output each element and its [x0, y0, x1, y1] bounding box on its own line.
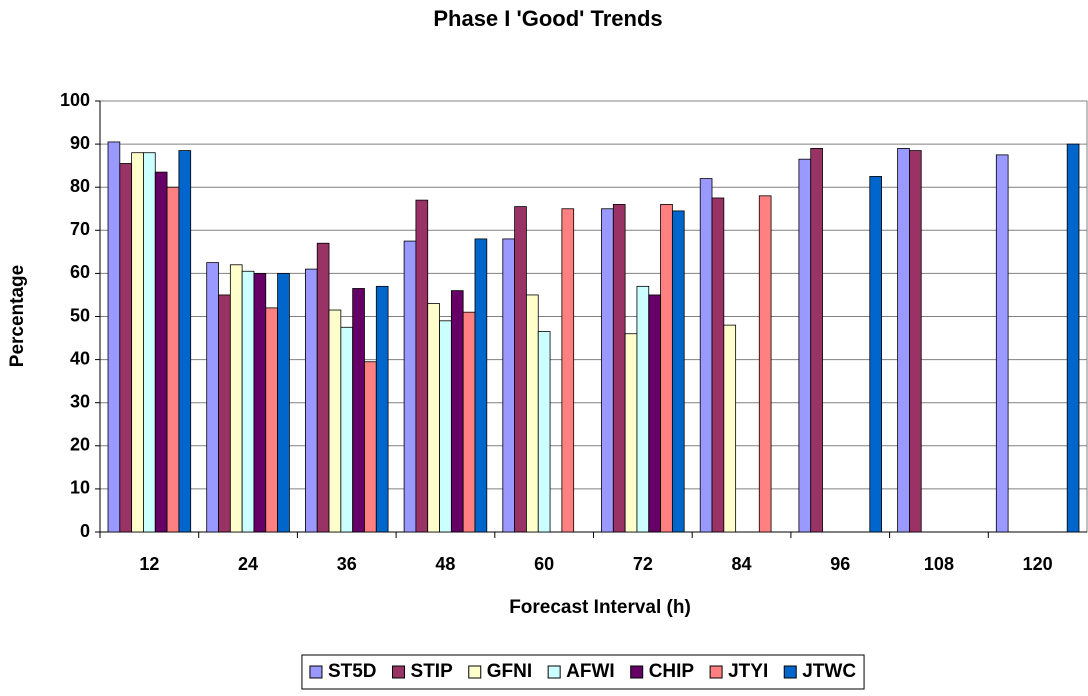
bar: [166, 186, 180, 533]
legend-label: JTWC: [802, 661, 856, 682]
bar: [636, 285, 650, 533]
y-tick-label: 0: [80, 521, 90, 541]
legend-label: GFNI: [487, 661, 532, 682]
y-tick-label: 60: [70, 262, 90, 282]
bar: [427, 303, 440, 533]
x-tick-label: 108: [924, 554, 954, 574]
bar: [241, 270, 255, 533]
bar: [537, 331, 551, 533]
bar: [265, 307, 278, 533]
bar: [119, 163, 133, 533]
bar: [375, 285, 389, 533]
bar: [450, 290, 464, 533]
bar: [723, 324, 737, 533]
bar: [758, 195, 772, 533]
x-tick-label: 48: [435, 554, 455, 574]
bar: [154, 171, 168, 533]
legend-label: ST5D: [328, 661, 377, 682]
bar: [648, 294, 661, 533]
bar: [909, 150, 922, 533]
y-axis-label: Percentage: [7, 265, 28, 367]
bar: [671, 210, 685, 533]
legend-swatch: [309, 665, 323, 679]
legend-label: CHIP: [649, 661, 695, 682]
y-tick-label: 80: [70, 176, 90, 196]
y-tick-label: 50: [70, 305, 90, 325]
x-tick-label: 96: [830, 554, 850, 574]
bar: [143, 152, 156, 533]
bar: [439, 320, 452, 533]
bar: [474, 238, 488, 533]
y-tick-label: 10: [70, 478, 90, 498]
bar: [462, 311, 476, 533]
y-tick-label: 100: [60, 90, 90, 110]
y-tick-label: 30: [70, 391, 90, 411]
y-tick-label: 40: [70, 348, 90, 368]
bar: [1066, 143, 1080, 533]
y-tick-label: 70: [70, 219, 90, 239]
bar: [897, 148, 910, 533]
bar: [253, 272, 267, 533]
legend-swatch: [630, 665, 644, 679]
bar: [206, 262, 219, 533]
x-tick-label: 12: [139, 554, 159, 574]
bar: [229, 264, 243, 533]
bar: [711, 197, 725, 533]
legend-label: STIP: [411, 661, 454, 682]
legend-swatch: [783, 665, 797, 679]
bar: [328, 309, 342, 533]
bar: [869, 176, 882, 533]
bar: [178, 150, 192, 533]
bar: [403, 240, 417, 533]
bar: [352, 288, 365, 533]
bar: [624, 333, 638, 533]
bar: [277, 272, 290, 533]
x-tick-label: 120: [1023, 554, 1053, 574]
bar: [660, 204, 673, 533]
x-tick-label: 60: [534, 554, 554, 574]
bar: [218, 294, 231, 533]
legend-swatch: [392, 665, 406, 679]
bar: [612, 204, 626, 533]
y-tick-label: 90: [70, 133, 90, 153]
bar: [316, 242, 330, 533]
bar: [561, 208, 575, 533]
x-tick-label: 72: [633, 554, 653, 574]
chart-title: Phase I 'Good' Trends: [433, 6, 662, 31]
bar: [526, 294, 539, 533]
bar: [601, 208, 614, 533]
bar: [340, 326, 354, 533]
x-tick-label: 36: [337, 554, 357, 574]
y-tick-label: 20: [70, 435, 90, 455]
bar: [364, 361, 377, 533]
bar: [514, 206, 527, 533]
x-axis-label: Forecast Interval (h): [509, 597, 691, 618]
bar: [415, 199, 429, 533]
bar: [131, 152, 144, 533]
bar: [699, 178, 713, 533]
bar: [107, 141, 121, 533]
bar: [304, 268, 318, 533]
legend-swatch: [547, 665, 561, 679]
legend-swatch: [468, 665, 482, 679]
legend-label: AFWI: [566, 661, 615, 682]
legend-label: JTYI: [728, 661, 768, 682]
bar: [995, 154, 1009, 533]
x-tick-label: 24: [238, 554, 258, 574]
bar: [798, 158, 812, 533]
legend-swatch: [709, 665, 723, 679]
x-tick-label: 84: [732, 554, 752, 574]
bar: [502, 238, 516, 533]
bar: [810, 148, 823, 533]
